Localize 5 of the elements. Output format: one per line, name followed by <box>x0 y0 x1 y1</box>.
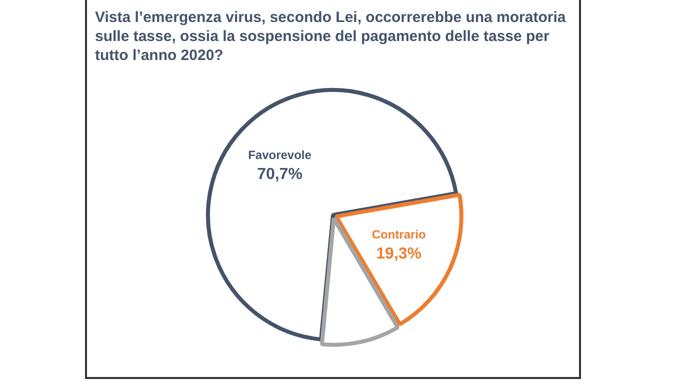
data-label: 19,3% <box>376 246 422 263</box>
slice-label: Contrario <box>372 228 426 242</box>
slice-label: Favorevole <box>248 148 312 162</box>
chart-title: Vista l’emergenza virus, secondo Lei, occorrerebbe una moratoria sulle tasse, ossia la sospensione del pagamento delle tasse per tutto l’anno 2020? <box>94 8 567 65</box>
data-label: 70,7% <box>257 166 302 184</box>
